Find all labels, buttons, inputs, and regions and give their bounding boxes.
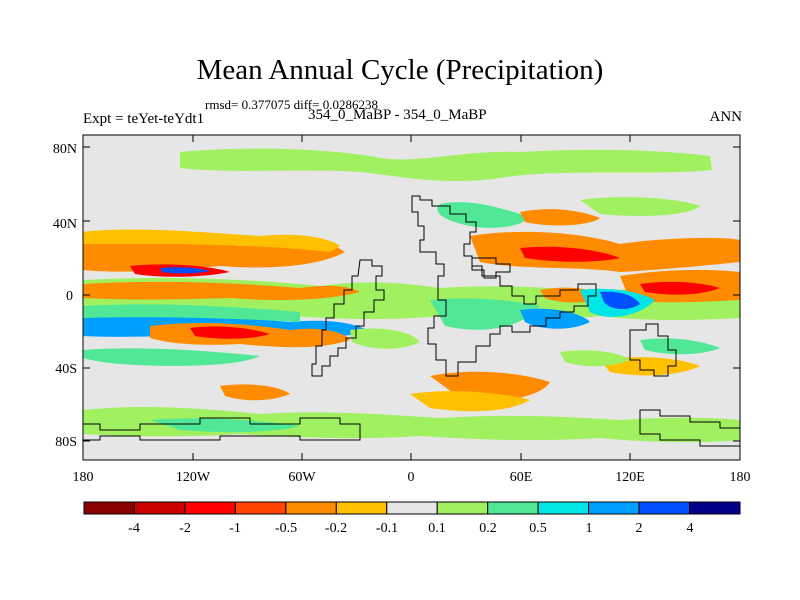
field-patch <box>560 350 630 367</box>
y-tick-label: 40N <box>53 217 77 232</box>
colorbar-label: -4 <box>128 521 140 536</box>
continent-outline <box>411 195 597 377</box>
colorbar-labels: -4 -2 -1 -0.5 -0.2 -0.1 0.1 0.2 0.5 1 2 … <box>128 521 693 536</box>
y-tick-label: 80N <box>53 142 77 157</box>
colorbar-label: -1 <box>229 521 241 536</box>
field-patch <box>640 338 720 355</box>
chart-title: Mean Annual Cycle (Precipitation) <box>196 54 604 86</box>
x-tick-label: 180 <box>73 470 94 485</box>
colorbar-label: -0.5 <box>275 521 297 536</box>
x-tick-label: 120E <box>615 470 645 485</box>
x-tick-label: 180 <box>730 470 751 485</box>
colorbar-label: 4 <box>687 521 694 536</box>
colorbar-swatch <box>487 501 539 515</box>
x-tick-label: 120W <box>176 470 211 485</box>
colorbar-label: 2 <box>636 521 643 536</box>
colorbar-label: 0.5 <box>529 521 547 536</box>
colorbar-swatch <box>537 501 590 515</box>
field-patch <box>83 229 340 252</box>
field-patch <box>520 308 590 329</box>
y-tick-label: 40S <box>55 362 77 377</box>
field-patch <box>220 384 290 401</box>
map-field <box>83 135 740 460</box>
colorbar-label: -0.1 <box>376 521 398 536</box>
field-patch <box>600 291 640 310</box>
colorbar-swatch <box>83 501 135 515</box>
field-patch <box>180 148 712 182</box>
field-patch <box>190 326 270 339</box>
x-tick-label: 0 <box>408 470 415 485</box>
x-tick-label: 60W <box>288 470 316 485</box>
field-patch <box>410 391 530 412</box>
colorbar-swatch <box>588 501 640 515</box>
colorbar-label: -2 <box>179 521 191 536</box>
field-patch <box>640 281 720 295</box>
y-axis-labels: 80N 40N 0 40S 80S <box>53 142 77 450</box>
coastlines <box>83 195 740 447</box>
colorbar-label: 0.2 <box>479 521 497 536</box>
y-tick-label: 80S <box>55 435 77 450</box>
x-axis-labels: 180 120W 60W 0 60E 120E 180 <box>73 470 751 485</box>
colorbar-label: -0.2 <box>325 521 347 536</box>
field-patch <box>437 202 526 228</box>
y-axis <box>83 146 740 442</box>
field-patch <box>83 348 260 366</box>
colorbar-swatch <box>133 501 186 515</box>
x-tick-label: 60E <box>510 470 533 485</box>
colorbar-swatch <box>436 501 489 515</box>
field-patch <box>160 267 210 274</box>
colorbar-label: 1 <box>586 521 593 536</box>
colorbar-swatch <box>285 501 337 515</box>
continent-outline <box>639 409 740 447</box>
colorbar-swatch <box>335 501 388 515</box>
colorbar-swatch <box>689 501 741 515</box>
y-tick-label: 0 <box>66 289 73 304</box>
experiment-label: Expt = teYet-teYdt1 <box>83 111 205 127</box>
continent-outline <box>629 323 677 377</box>
field-patch <box>470 231 740 272</box>
field-patch <box>83 407 740 443</box>
field-patch <box>430 298 540 330</box>
colorbar <box>83 501 741 515</box>
field-patch <box>350 328 420 349</box>
x-axis <box>82 135 741 460</box>
field-patch <box>520 246 620 262</box>
field-patch <box>580 197 700 216</box>
field-patch <box>520 209 600 226</box>
continent-outline <box>471 257 511 279</box>
colorbar-swatch <box>386 501 438 515</box>
field-patch <box>83 304 300 322</box>
field-patch <box>150 418 300 433</box>
colorbar-label: 0.1 <box>428 521 446 536</box>
colorbar-swatch <box>638 501 691 515</box>
stats-line: rmsd= 0.377075 diff= 0.0286238 <box>205 97 378 112</box>
season-label: ANN <box>709 109 743 125</box>
continent-outline <box>83 417 361 441</box>
case-label: 354_0_MaBP - 354_0_MaBP <box>308 107 487 123</box>
colorbar-swatch <box>234 501 287 515</box>
field-patch <box>83 281 360 300</box>
continent-outline <box>311 259 385 377</box>
colorbar-swatch <box>184 501 236 515</box>
